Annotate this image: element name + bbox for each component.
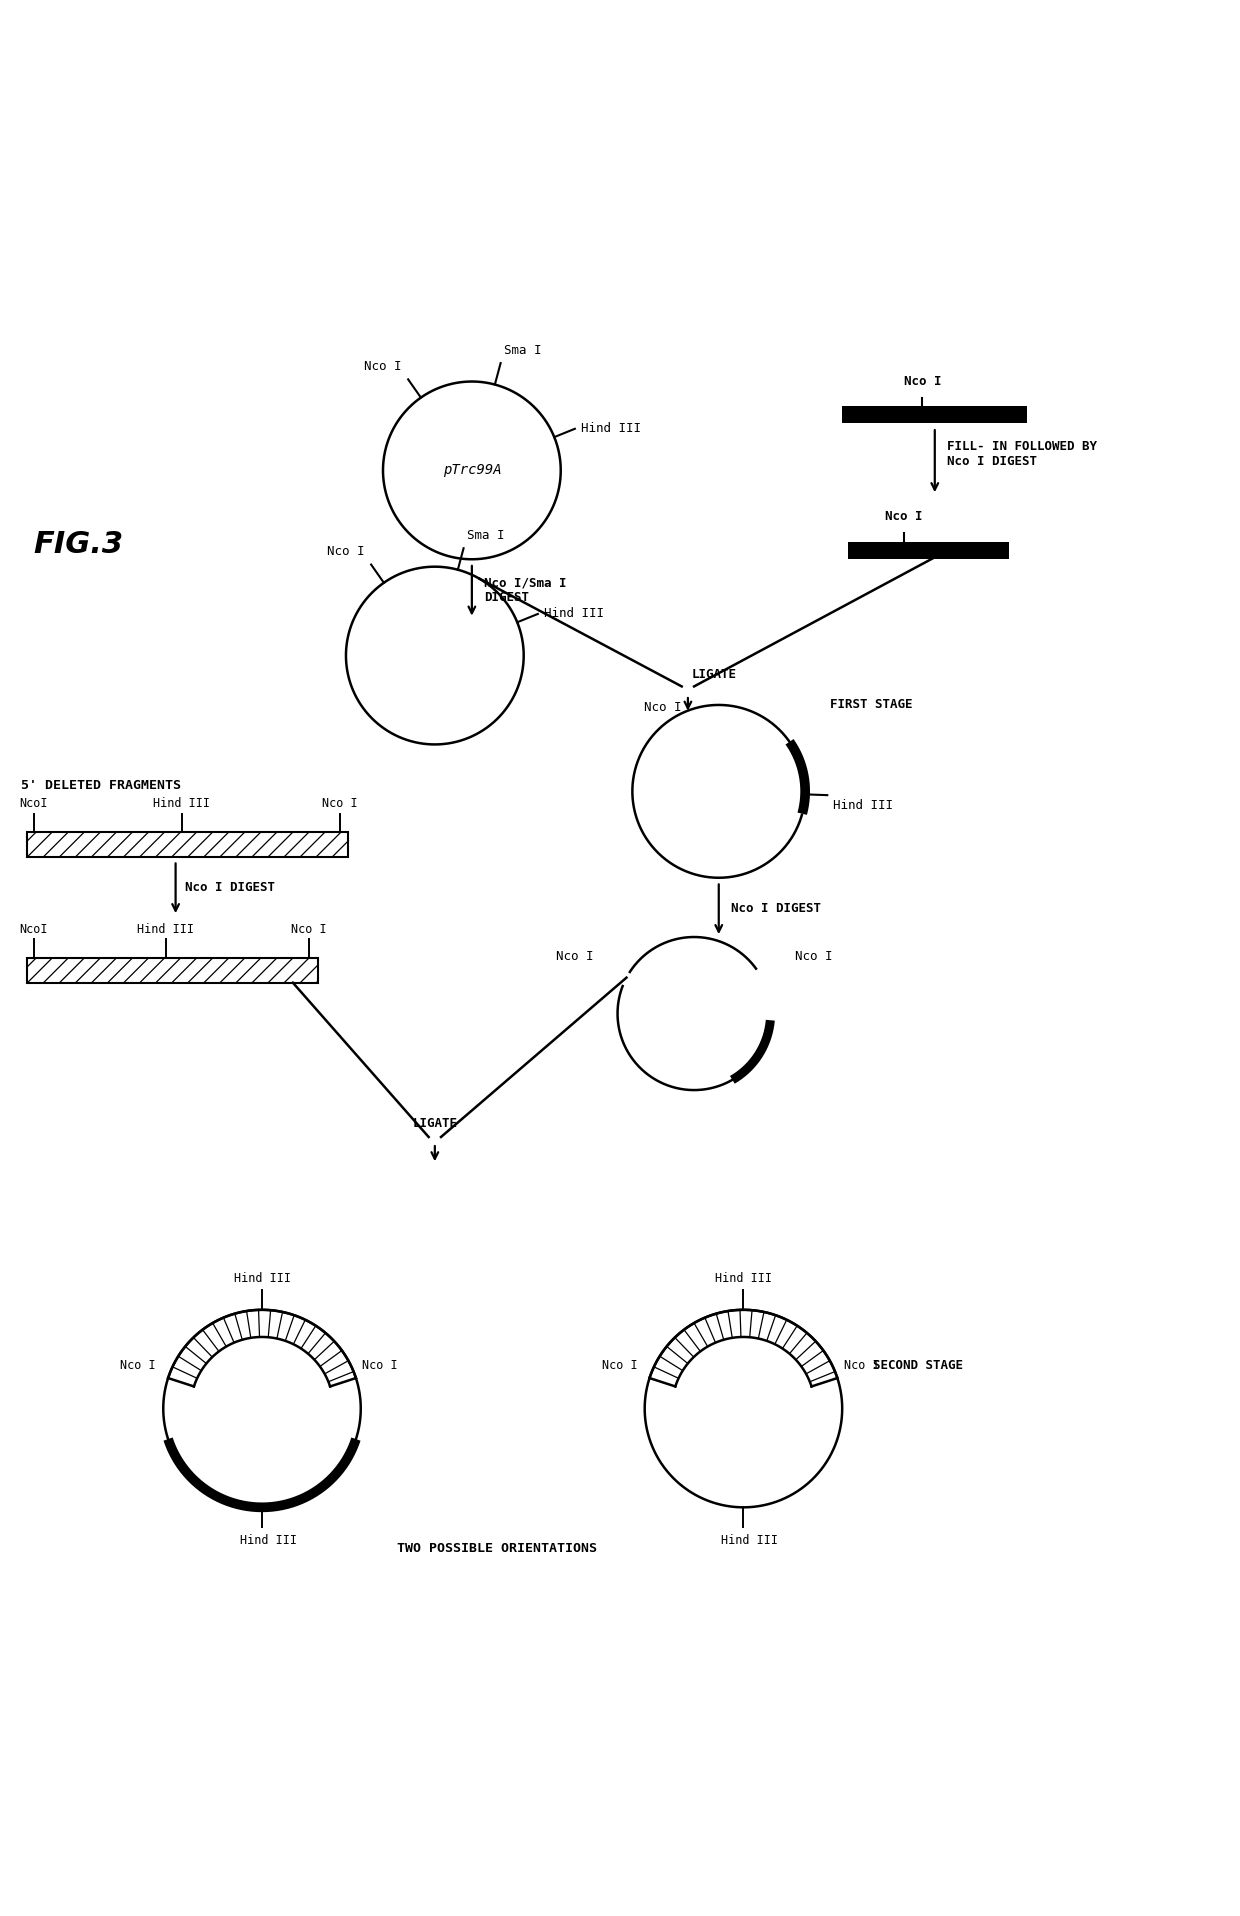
Text: LIGATE: LIGATE xyxy=(692,669,737,682)
Text: Hind III: Hind III xyxy=(544,607,604,621)
Text: Hind III: Hind III xyxy=(833,799,894,812)
Text: Nco I/Sma I
DIGEST: Nco I/Sma I DIGEST xyxy=(484,577,567,604)
Text: Nco I: Nco I xyxy=(843,1358,879,1372)
Text: Hind III: Hind III xyxy=(722,1535,779,1548)
Text: Nco I DIGEST: Nco I DIGEST xyxy=(186,881,275,895)
Text: Hind III: Hind III xyxy=(138,924,195,935)
Text: SECOND STAGE: SECOND STAGE xyxy=(873,1358,963,1372)
Bar xyxy=(842,406,1028,423)
Text: pTrc99A: pTrc99A xyxy=(443,464,501,477)
Bar xyxy=(27,958,317,983)
Text: Hind III: Hind III xyxy=(715,1272,773,1286)
Text: Nco I: Nco I xyxy=(120,1358,156,1372)
Text: Sma I: Sma I xyxy=(467,529,505,542)
Text: TWO POSSIBLE ORIENTATIONS: TWO POSSIBLE ORIENTATIONS xyxy=(397,1542,596,1554)
Text: NcoI: NcoI xyxy=(20,797,48,810)
Text: Sma I: Sma I xyxy=(505,343,542,356)
Text: LIGATE: LIGATE xyxy=(413,1117,458,1130)
Text: Nco I: Nco I xyxy=(645,701,682,715)
Text: Nco I: Nco I xyxy=(362,1358,398,1372)
Text: Nco I: Nco I xyxy=(795,950,832,964)
Text: Hind III: Hind III xyxy=(233,1272,290,1286)
Text: FIG.3: FIG.3 xyxy=(33,531,124,559)
Bar xyxy=(848,542,1009,559)
Bar xyxy=(27,958,317,983)
Text: Nco I: Nco I xyxy=(327,546,365,558)
Bar xyxy=(27,832,348,856)
Text: Hind III: Hind III xyxy=(239,1535,296,1548)
Text: Nco I: Nco I xyxy=(365,360,402,374)
Text: Hind III: Hind III xyxy=(154,797,211,810)
Text: Nco I: Nco I xyxy=(322,797,357,810)
Text: NcoI: NcoI xyxy=(20,924,48,935)
Text: Nco I DIGEST: Nco I DIGEST xyxy=(732,902,821,916)
Text: Nco I: Nco I xyxy=(885,510,923,523)
Text: Nco I: Nco I xyxy=(601,1358,637,1372)
Text: FIRST STAGE: FIRST STAGE xyxy=(830,699,913,711)
Text: Hind III: Hind III xyxy=(582,422,641,435)
Text: Nco I: Nco I xyxy=(556,950,593,964)
Text: Nco I: Nco I xyxy=(291,924,326,935)
Bar xyxy=(27,832,348,856)
Text: Nco I: Nco I xyxy=(904,376,941,387)
Text: 5' DELETED FRAGMENTS: 5' DELETED FRAGMENTS xyxy=(21,778,181,791)
Text: FILL- IN FOLLOWED BY
Nco I DIGEST: FILL- IN FOLLOWED BY Nco I DIGEST xyxy=(947,441,1097,468)
